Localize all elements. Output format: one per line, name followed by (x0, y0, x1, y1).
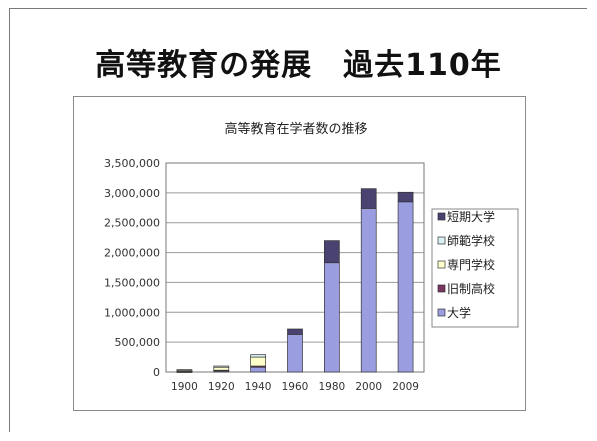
y-tick-label: 2,500,000 (104, 217, 160, 230)
x-tick-label: 1940 (245, 381, 272, 393)
y-tick-label: 2,000,000 (104, 247, 160, 260)
y-tick-label: 1,000,000 (104, 306, 160, 319)
y-tick-label: 3,000,000 (104, 187, 160, 200)
bar-segment (324, 240, 340, 264)
x-tick-label: 1960 (282, 381, 309, 393)
bar-segment (250, 354, 266, 358)
bar-segment (287, 334, 303, 373)
bar-segment (176, 369, 193, 371)
legend-label: 師範学校 (447, 233, 495, 248)
x-tick-label: 2009 (392, 381, 419, 393)
y-axis-ticks: 0 500,000 1,000,000 1,500,000 2,000,000 2,500… (104, 157, 160, 379)
bar-segment (213, 366, 230, 371)
legend-swatch (437, 260, 446, 269)
x-tick-label: 1900 (171, 381, 198, 393)
chart-container: 高等教育在学者数の推移 0 500,000 1,000,000 1,500,000 2,… (73, 96, 526, 411)
legend-swatch (437, 284, 446, 293)
bar-segment (213, 365, 230, 368)
bar-segment (360, 188, 377, 209)
legend-swatch (437, 212, 446, 221)
x-tick-label: 2000 (355, 381, 382, 393)
chart-title: 高等教育在学者数の推移 (224, 121, 367, 137)
legend-label: 旧制高校 (447, 281, 495, 296)
y-tick-label: 3,500,000 (104, 157, 160, 170)
y-tick-label: 1,500,000 (104, 276, 160, 289)
bar-series-group (176, 188, 414, 373)
bar-segment (360, 208, 377, 373)
x-axis-ticks: 1900 1920 1940 1960 1980 2000 2009 (171, 381, 419, 393)
legend-label: 短期大学 (447, 209, 495, 224)
slide-frame (9, 8, 587, 432)
x-tick-label: 1920 (208, 381, 235, 393)
slide-title: 高等教育の発展 過去110年 (95, 48, 502, 83)
legend-label: 専門学校 (447, 257, 495, 272)
bar-segment (397, 191, 414, 203)
bar-segment (287, 328, 303, 335)
bar-segment (397, 201, 414, 373)
bar-segment (250, 356, 266, 367)
bar-segment (324, 262, 340, 373)
y-tick-label: 0 (153, 366, 160, 379)
y-tick-label: 500,000 (115, 336, 161, 349)
x-tick-label: 1980 (318, 381, 345, 393)
stacked-bar-chart: 高等教育在学者数の推移 0 500,000 1,000,000 1,500,000 2,… (104, 121, 519, 393)
legend-label: 大学 (447, 305, 471, 320)
bar-segment (250, 366, 266, 373)
legend-swatch (437, 308, 446, 317)
legend-swatch (437, 236, 446, 245)
